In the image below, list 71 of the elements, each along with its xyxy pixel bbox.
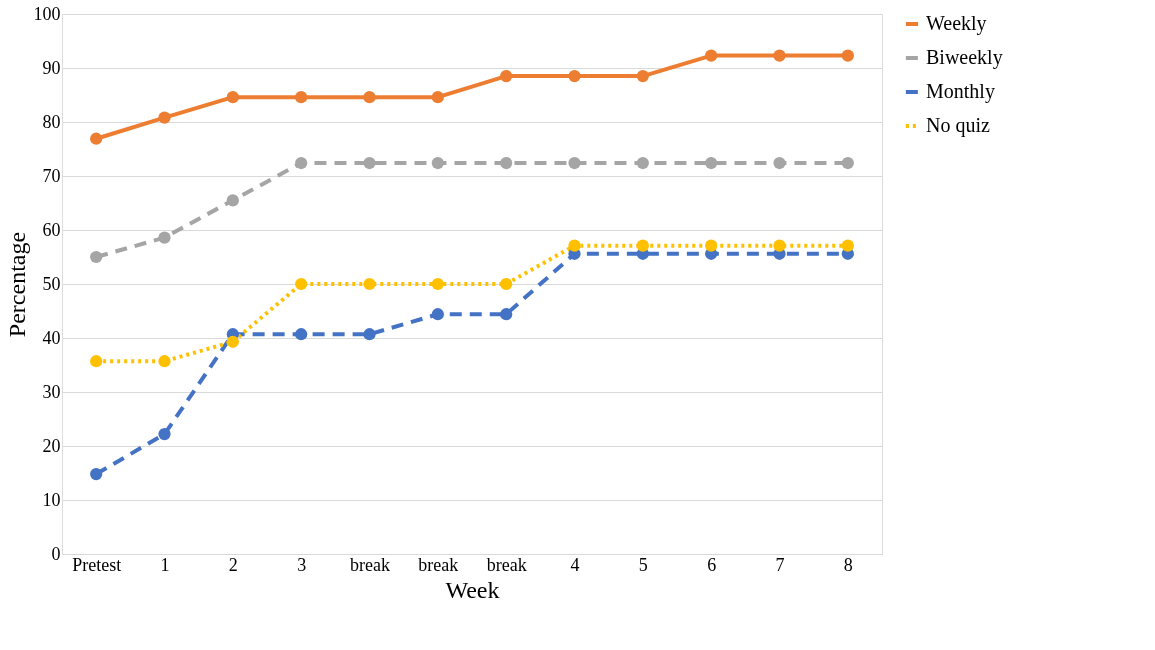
x-tick-label: break: [418, 554, 459, 575]
point: [226, 335, 239, 348]
point: [158, 428, 171, 441]
point: [841, 239, 854, 252]
legend-label: Weekly: [926, 12, 987, 35]
point: [363, 328, 376, 341]
point: [636, 239, 649, 252]
point: [90, 467, 103, 481]
y-tick-label: 20: [42, 435, 61, 456]
y-tick-label: 90: [42, 57, 61, 78]
point: [773, 49, 786, 62]
point: [568, 156, 581, 170]
legend-label: No quiz: [926, 114, 990, 137]
point: [500, 156, 513, 170]
point: [226, 194, 239, 207]
x-tick-label: Pretest: [72, 554, 122, 575]
point: [500, 69, 513, 83]
point: [500, 308, 513, 321]
point: [363, 156, 376, 170]
point: [705, 239, 718, 252]
y-tick-label: 30: [42, 381, 61, 402]
point: [431, 156, 444, 170]
point: [705, 156, 718, 170]
y-axis-title: Percentage: [3, 231, 30, 338]
point: [90, 132, 103, 145]
point: [158, 111, 171, 124]
x-tick-label: 8: [843, 554, 853, 575]
legend-label: Monthly: [926, 80, 995, 103]
point: [363, 91, 376, 104]
x-tick-label: 4: [570, 554, 580, 575]
x-tick-label: break: [486, 554, 527, 575]
y-tick-label: 40: [42, 327, 61, 348]
y-tick-label: 60: [42, 219, 61, 240]
y-tick-label: 10: [42, 489, 61, 510]
y-tick-label: 100: [33, 3, 61, 24]
x-axis-title: Week: [445, 576, 500, 603]
point: [431, 91, 444, 104]
x-tick-label: 1: [160, 554, 170, 575]
y-tick-label: 50: [42, 273, 61, 294]
point: [431, 308, 444, 321]
y-tick-label: 0: [51, 543, 61, 564]
point: [841, 49, 854, 62]
point: [636, 156, 649, 170]
point: [295, 277, 308, 291]
y-tick-label: 70: [42, 165, 61, 186]
point: [295, 328, 308, 341]
point: [226, 91, 239, 104]
x-tick-label: break: [350, 554, 390, 575]
point: [568, 69, 581, 83]
point: [295, 156, 308, 170]
point: [90, 355, 103, 368]
point: [500, 277, 513, 291]
point: [636, 69, 649, 83]
point: [773, 156, 786, 170]
x-tick-label: 7: [775, 554, 785, 575]
x-tick-label: 6: [707, 554, 717, 575]
point: [841, 156, 854, 170]
x-tick-label: 3: [297, 554, 307, 575]
point: [158, 231, 171, 244]
y-tick-label: 80: [42, 111, 61, 132]
point: [90, 250, 103, 264]
legend-label: Biweekly: [926, 46, 1003, 69]
x-tick-label: 2: [228, 554, 238, 575]
point: [295, 91, 308, 104]
point: [568, 239, 581, 252]
point: [158, 355, 171, 368]
point: [431, 277, 444, 291]
point: [705, 49, 718, 62]
point: [773, 239, 786, 252]
point: [363, 277, 376, 291]
x-tick-label: 5: [638, 554, 648, 575]
